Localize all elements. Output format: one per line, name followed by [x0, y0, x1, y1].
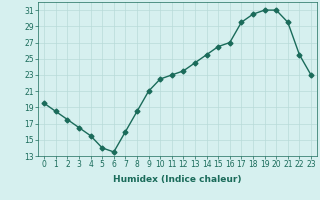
X-axis label: Humidex (Indice chaleur): Humidex (Indice chaleur) [113, 175, 242, 184]
